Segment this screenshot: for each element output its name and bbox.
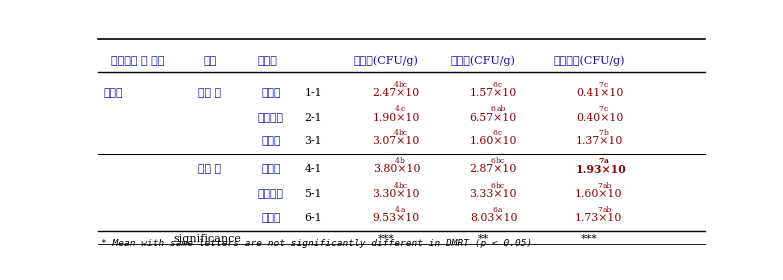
Text: 7: 7 (597, 182, 602, 190)
Text: 식재 전: 식재 전 (198, 88, 221, 98)
Text: b: b (400, 157, 405, 165)
Text: 6: 6 (492, 81, 497, 89)
Text: ***: *** (377, 234, 395, 244)
Text: **: ** (478, 234, 489, 244)
Text: bc: bc (399, 129, 408, 137)
Text: ab: ab (602, 206, 612, 214)
Text: 방선균(CFU/g): 방선균(CFU/g) (451, 55, 516, 66)
Text: 3.07×10: 3.07×10 (372, 136, 419, 146)
Text: 도라지: 도라지 (104, 88, 124, 98)
Text: 1.37×10: 1.37×10 (576, 136, 623, 146)
Text: 0.41×10: 0.41×10 (576, 88, 623, 98)
Text: 1.93×10: 1.93×10 (576, 164, 627, 175)
Text: bc: bc (399, 182, 408, 190)
Text: 시험작목 및 시료: 시험작목 및 시료 (110, 55, 164, 66)
Text: 시비구: 시비구 (261, 88, 280, 98)
Text: c: c (497, 81, 502, 89)
Text: bc: bc (496, 182, 505, 190)
Text: 6.57×10: 6.57×10 (469, 113, 516, 123)
Text: 수확 후: 수확 후 (198, 164, 221, 174)
Text: 6-1: 6-1 (305, 213, 322, 223)
Text: 4: 4 (395, 206, 400, 214)
Text: 3.30×10: 3.30×10 (372, 189, 419, 199)
Text: a: a (604, 157, 608, 165)
Text: 6: 6 (491, 157, 496, 165)
Text: b: b (604, 129, 608, 137)
Text: 1.60×10: 1.60×10 (575, 189, 622, 199)
Text: a: a (400, 206, 405, 214)
Text: 초작지: 초작지 (261, 136, 280, 146)
Text: 7: 7 (598, 157, 604, 165)
Text: * Mean with same letters are not significantly different in DMRT (p < 0.05): * Mean with same letters are not signifi… (101, 239, 532, 248)
Text: bc: bc (399, 81, 408, 89)
Text: 4: 4 (395, 106, 400, 113)
Text: significance: significance (173, 234, 241, 244)
Text: 1-1: 1-1 (305, 88, 322, 98)
Text: 7: 7 (598, 81, 603, 89)
Text: 무시비구: 무시비구 (258, 113, 283, 123)
Text: 6: 6 (491, 182, 496, 190)
Text: ab: ab (602, 182, 612, 190)
Text: 7: 7 (598, 106, 603, 113)
Text: 9.53×10: 9.53×10 (373, 213, 420, 223)
Text: 4: 4 (394, 129, 399, 137)
Text: 처리: 처리 (204, 55, 217, 66)
Text: 3.33×10: 3.33×10 (469, 189, 516, 199)
Text: 0.40×10: 0.40×10 (576, 113, 623, 123)
Text: 1.57×10: 1.57×10 (470, 88, 518, 98)
Text: 4: 4 (394, 182, 399, 190)
Text: 6: 6 (492, 206, 497, 214)
Text: a: a (497, 206, 502, 214)
Text: 6: 6 (491, 106, 496, 113)
Text: 2.47×10: 2.47×10 (372, 88, 419, 98)
Text: ab: ab (496, 106, 506, 113)
Text: 4-1: 4-1 (305, 164, 322, 174)
Text: 시료명: 시료명 (258, 55, 278, 66)
Text: 시비구: 시비구 (261, 164, 280, 174)
Text: bc: bc (496, 157, 505, 165)
Text: ***: *** (581, 234, 598, 244)
Text: 6: 6 (492, 129, 497, 137)
Text: 1.60×10: 1.60×10 (470, 136, 518, 146)
Text: 2-1: 2-1 (305, 113, 322, 123)
Text: 1.90×10: 1.90×10 (373, 113, 420, 123)
Text: 무시비구: 무시비구 (258, 189, 283, 199)
Text: 3.80×10: 3.80×10 (373, 164, 420, 174)
Text: 1.73×10: 1.73×10 (575, 213, 622, 223)
Text: 3-1: 3-1 (305, 136, 322, 146)
Text: 7: 7 (598, 129, 603, 137)
Text: 4: 4 (394, 81, 399, 89)
Text: 7: 7 (597, 206, 602, 214)
Text: 8.03×10: 8.03×10 (470, 213, 518, 223)
Text: c: c (497, 129, 502, 137)
Text: 2.87×10: 2.87×10 (469, 164, 516, 174)
Text: c: c (604, 106, 608, 113)
Text: 5-1: 5-1 (305, 189, 322, 199)
Text: 일반세균(CFU/g): 일반세균(CFU/g) (554, 55, 625, 66)
Text: 4: 4 (395, 157, 400, 165)
Text: c: c (604, 81, 608, 89)
Text: 초작지: 초작지 (261, 213, 280, 223)
Text: c: c (400, 106, 405, 113)
Text: 사상균(CFU/g): 사상균(CFU/g) (354, 55, 419, 66)
